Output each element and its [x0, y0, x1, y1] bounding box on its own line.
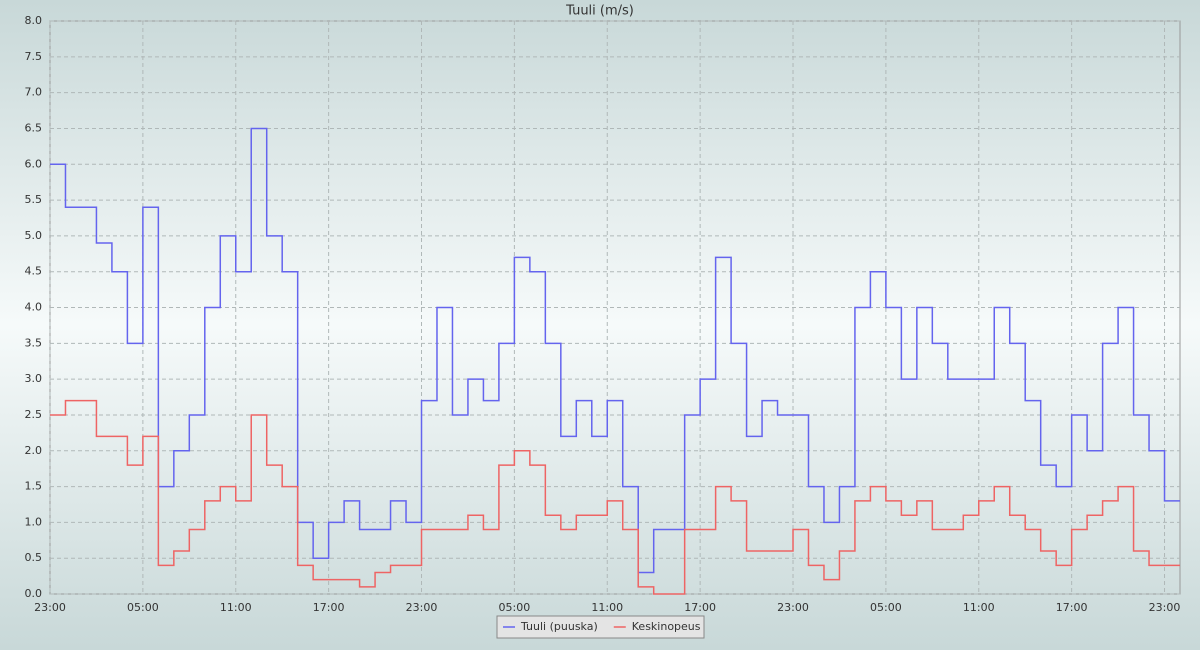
x-tick-label: 23:00 — [1149, 601, 1181, 614]
x-tick-label: 11:00 — [963, 601, 995, 614]
x-tick-label: 11:00 — [220, 601, 252, 614]
y-tick-label: 7.5 — [25, 50, 43, 63]
y-tick-label: 1.5 — [25, 480, 43, 493]
y-tick-label: 2.0 — [25, 444, 43, 457]
y-tick-label: 7.0 — [25, 86, 43, 99]
y-tick-label: 1.0 — [25, 515, 43, 528]
y-tick-label: 4.5 — [25, 265, 43, 278]
series-line — [50, 399, 1180, 595]
x-tick-label: 11:00 — [591, 601, 623, 614]
y-tick-label: 5.5 — [25, 193, 43, 206]
x-tick-label: 17:00 — [313, 601, 345, 614]
legend-label: Keskinopeus — [632, 620, 701, 633]
legend: Tuuli (puuska) Keskinopeus — [496, 615, 705, 639]
y-tick-label: 0.0 — [25, 587, 43, 600]
x-tick-label: 17:00 — [1056, 601, 1088, 614]
x-tick-label: 05:00 — [127, 601, 159, 614]
legend-box — [496, 615, 705, 639]
y-tick-label: 8.0 — [25, 14, 43, 27]
x-tick-label: 23:00 — [406, 601, 438, 614]
x-tick-label: 23:00 — [777, 601, 809, 614]
legend-label: Tuuli (puuska) — [520, 620, 598, 633]
x-tick-label: 05:00 — [870, 601, 902, 614]
chart-title: Tuuli (m/s) — [565, 4, 634, 19]
x-tick-label: 05:00 — [499, 601, 531, 614]
y-tick-label: 5.0 — [25, 229, 43, 242]
x-tick-label: 17:00 — [684, 601, 716, 614]
y-tick-label: 4.0 — [25, 301, 43, 314]
y-tick-label: 2.5 — [25, 408, 43, 421]
y-tick-label: 0.5 — [25, 551, 43, 564]
x-tick-label: 23:00 — [34, 601, 66, 614]
y-tick-label: 3.0 — [25, 372, 43, 385]
series-line — [50, 127, 1180, 574]
y-tick-label: 6.5 — [25, 121, 43, 134]
y-tick-label: 3.5 — [25, 336, 43, 349]
y-tick-label: 6.0 — [25, 157, 43, 170]
